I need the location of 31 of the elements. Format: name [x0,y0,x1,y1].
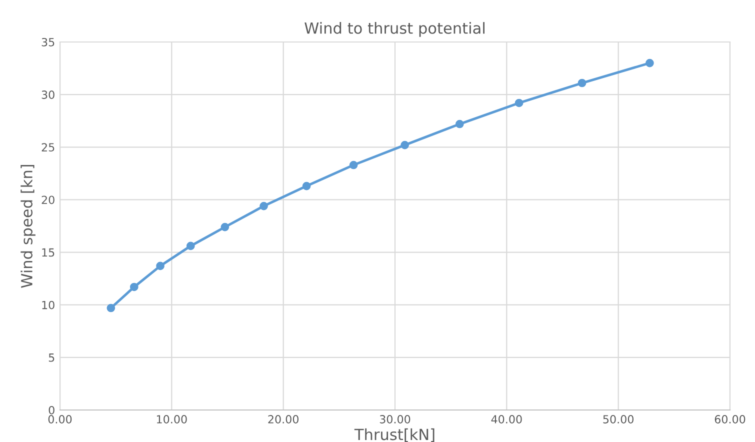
point [578,78,586,88]
y-tick-label: 0 [48,406,54,414]
point [646,58,654,68]
point [220,222,230,232]
chart-title: Wind to thrust potential [304,22,484,37]
x-tick-label: 60.00 [714,415,746,424]
point [156,262,164,270]
point [514,98,524,108]
x-tick-label: 20.00 [268,415,298,424]
x-tick-label: 0.00 [48,415,72,424]
point [302,182,311,190]
x-tick-label: 10.00 [156,415,187,424]
y-tick-label: 35 [42,38,54,46]
point [260,202,268,210]
point [106,304,116,312]
x-axis-title: Thrust[kN] [354,428,434,442]
point [186,242,195,250]
point [400,140,409,150]
x-tick-label: 40.00 [491,415,522,424]
y-tick-label: 5 [48,354,54,362]
point [455,120,464,128]
y-tick-label: 15 [42,248,54,257]
y-tick-label: 10 [42,300,54,310]
point [130,282,138,292]
x-tick-label: 30.00 [380,415,410,424]
x-tick-label: 50.00 [603,415,634,424]
y-tick-label: 25 [42,143,54,152]
y-axis-title: Wind speed [kn] [20,164,36,288]
y-tick-label: 20 [42,196,54,204]
y-tick-label: 30 [42,90,54,99]
point [349,160,358,170]
